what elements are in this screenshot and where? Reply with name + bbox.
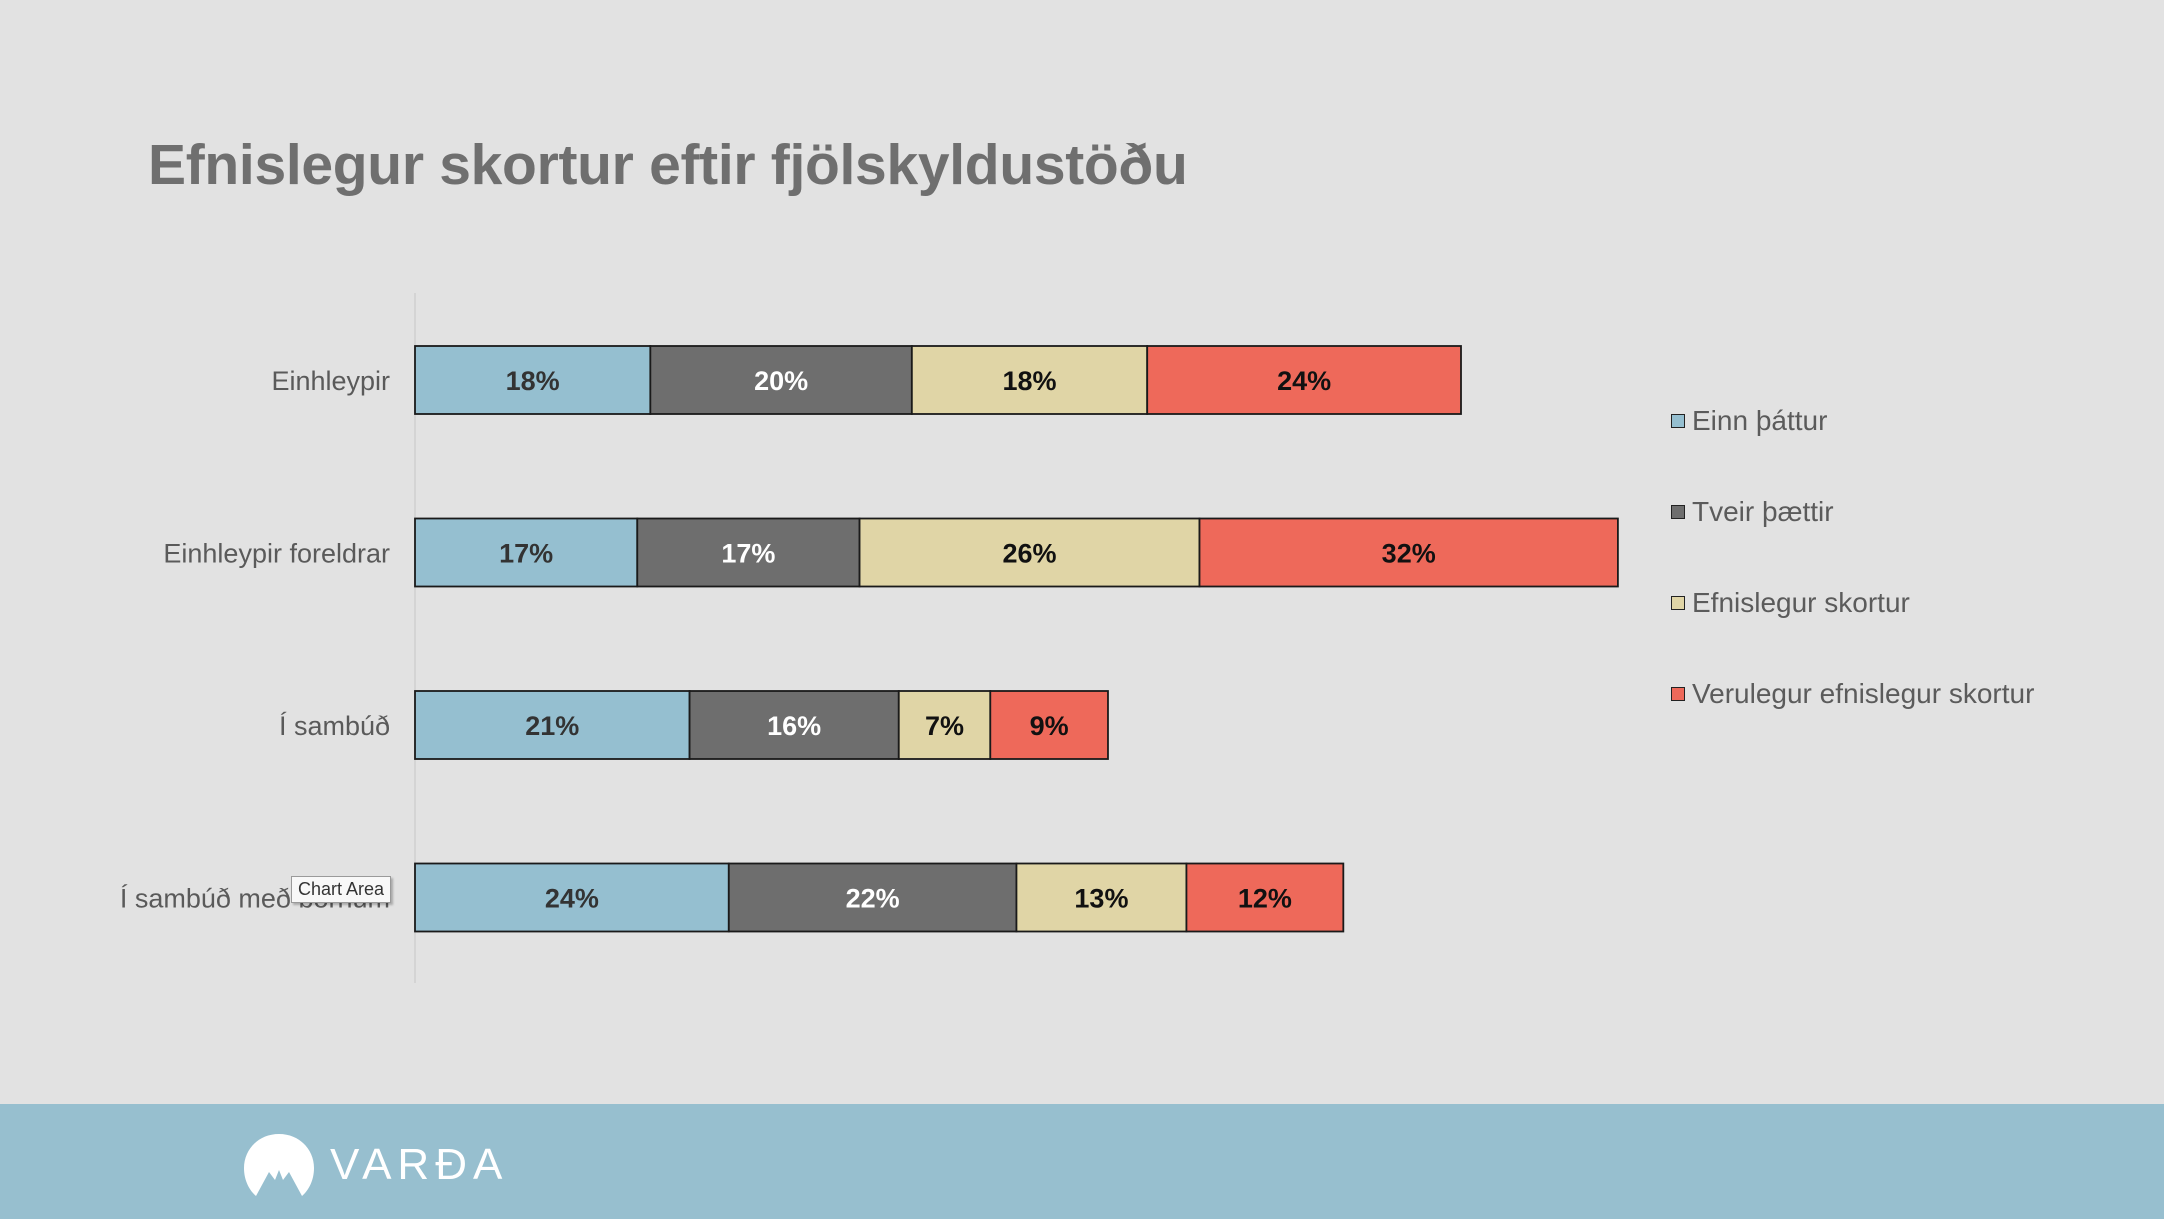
bar-segment[interactable] bbox=[636, 517, 861, 588]
bar-segment[interactable] bbox=[649, 345, 913, 415]
legend-item[interactable]: Efnislegur skortur bbox=[1671, 557, 2034, 648]
legend-swatch bbox=[1671, 686, 1685, 701]
legend-label: Tveir þættir bbox=[1692, 495, 1834, 527]
category-label: Einhleypir foreldrar bbox=[163, 539, 390, 569]
data-label: 24% bbox=[1277, 366, 1331, 396]
data-label: 32% bbox=[1382, 539, 1436, 569]
category-label: Einhleypir bbox=[271, 366, 390, 396]
data-label: 17% bbox=[499, 539, 553, 569]
bar-segment[interactable] bbox=[414, 862, 730, 933]
data-label: 16% bbox=[767, 711, 821, 741]
data-label: 18% bbox=[506, 366, 560, 396]
bar-segment[interactable] bbox=[858, 517, 1201, 588]
data-label: 12% bbox=[1238, 884, 1292, 914]
legend-item[interactable]: Verulegur efnislegur skortur bbox=[1671, 648, 2034, 739]
chart-title: Efnislegur skortur eftir fjölskyldustöðu bbox=[148, 133, 1188, 197]
data-label: 17% bbox=[721, 539, 775, 569]
mountain-logo-icon bbox=[244, 1134, 314, 1196]
footer-bar: VARÐA bbox=[0, 1104, 2164, 1219]
data-label: 24% bbox=[545, 884, 599, 914]
bar-segment[interactable] bbox=[1146, 345, 1462, 415]
legend-swatch bbox=[1671, 413, 1685, 428]
bar-segment[interactable] bbox=[989, 690, 1109, 760]
data-label: 7% bbox=[925, 711, 964, 741]
legend-swatch bbox=[1671, 504, 1685, 519]
bar-segment[interactable] bbox=[910, 345, 1149, 415]
data-label: 18% bbox=[1003, 366, 1057, 396]
bar-segment[interactable] bbox=[897, 690, 992, 760]
logo-text: VARÐA bbox=[330, 1140, 509, 1189]
legend-swatch bbox=[1671, 595, 1685, 610]
bar-segment[interactable] bbox=[727, 862, 1018, 933]
bar-segment[interactable] bbox=[1015, 862, 1188, 933]
bar-segment[interactable] bbox=[414, 517, 639, 588]
legend-label: Verulegur efnislegur skortur bbox=[1692, 677, 2035, 709]
chart-area-tooltip: Chart Area bbox=[291, 876, 392, 903]
legend-item[interactable]: Einn þáttur bbox=[1671, 375, 2034, 466]
data-label: 22% bbox=[846, 884, 900, 914]
chart-legend: Einn þáttur Tveir þættir Efnislegur skortu… bbox=[1671, 375, 2034, 739]
data-label: 26% bbox=[1003, 539, 1057, 569]
bar-segment[interactable] bbox=[414, 345, 652, 415]
data-label: 20% bbox=[754, 366, 808, 396]
varda-logo: VARÐA bbox=[242, 1132, 508, 1198]
bar-segment[interactable] bbox=[414, 690, 691, 760]
bar-segment[interactable] bbox=[688, 690, 900, 760]
data-label: 21% bbox=[525, 711, 579, 741]
bar-segment[interactable] bbox=[1198, 517, 1619, 588]
data-label: 9% bbox=[1030, 711, 1069, 741]
legend-label: Efnislegur skortur bbox=[1692, 586, 1910, 618]
legend-label: Einn þáttur bbox=[1692, 404, 1828, 436]
data-label: 13% bbox=[1074, 884, 1128, 914]
category-label: Í sambúð bbox=[279, 711, 390, 741]
bar-segment[interactable] bbox=[1185, 862, 1345, 933]
legend-item[interactable]: Tveir þættir bbox=[1671, 466, 2034, 557]
